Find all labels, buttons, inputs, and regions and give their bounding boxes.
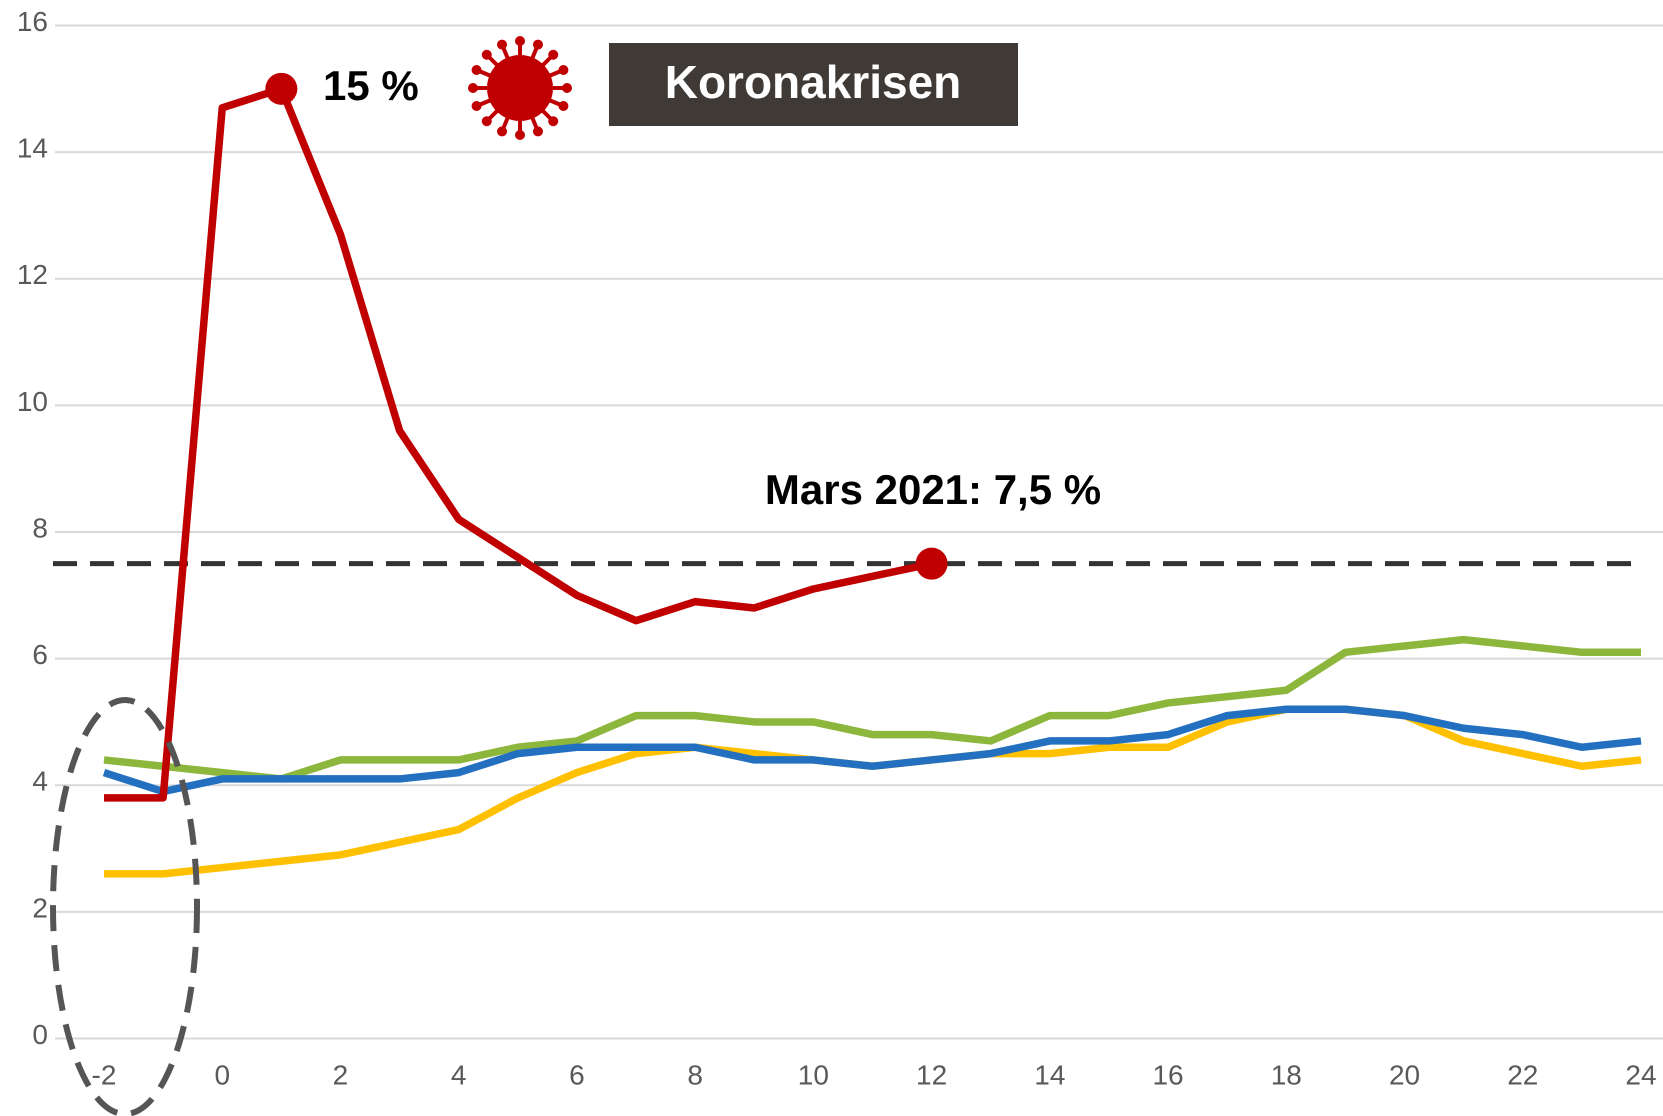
virus-spike-tip [468,83,478,93]
virus-spike-tip [558,65,569,76]
y-tick-label: 16 [17,6,48,37]
virus-body [487,55,553,121]
virus-spike-tip [515,130,525,140]
lines [53,72,1642,878]
annotation: Koronakrisen [665,56,962,108]
virus-spike-tip [481,49,492,60]
virus-spike-tip [548,49,559,60]
annotation: 15 % [323,62,419,109]
highlight-dot [265,72,298,105]
x-tick-label: 16 [1152,1059,1183,1090]
y-tick-label: 2 [32,892,48,923]
x-tick-label: 8 [687,1059,703,1090]
highlight-dot [915,547,948,580]
virus-spike-tip [548,116,559,127]
y-tick-label: 12 [17,259,48,290]
series-line [102,705,1642,796]
series-line [104,85,933,802]
x-tick-label: 18 [1271,1059,1302,1090]
x-tick-label: 22 [1507,1059,1538,1090]
virus-spike-tip [558,100,569,111]
virus-spike-tip [532,39,543,50]
virus-spike-tip [497,39,508,50]
virus-spike-tip [532,126,543,137]
x-tick-label: 0 [214,1059,230,1090]
virus-spike-tip [562,83,572,93]
annotation-box [609,43,1018,126]
x-tick-label: 2 [333,1059,349,1090]
y-tick-label: 10 [17,386,48,417]
x-tick-label: 12 [916,1059,947,1090]
y-tick-label: 4 [32,766,48,797]
x-tick-label: 20 [1389,1059,1420,1090]
annotation: Mars 2021: 7,5 % [765,466,1101,513]
x-tick-label: -2 [92,1059,117,1090]
highlight-ellipse [50,697,200,1116]
y-tick-label: 14 [17,133,48,164]
series-line [103,635,1641,783]
x-tick-label: 24 [1625,1059,1656,1090]
virus-spike-tip [471,65,482,76]
x-tick-label: 6 [569,1059,585,1090]
virus-spike-tip [481,116,492,127]
virus-icon [468,36,572,140]
virus-spike-tip [497,126,508,137]
y-tick-label: 6 [32,639,48,670]
virus-spike-tip [471,100,482,111]
x-tick-label: 4 [451,1059,467,1090]
x-tick-label: 10 [798,1059,829,1090]
y-tick-label: 8 [32,512,48,543]
x-tick-label: 14 [1034,1059,1065,1090]
virus-spike-tip [515,36,525,46]
y-tick-label: 0 [32,1019,48,1050]
